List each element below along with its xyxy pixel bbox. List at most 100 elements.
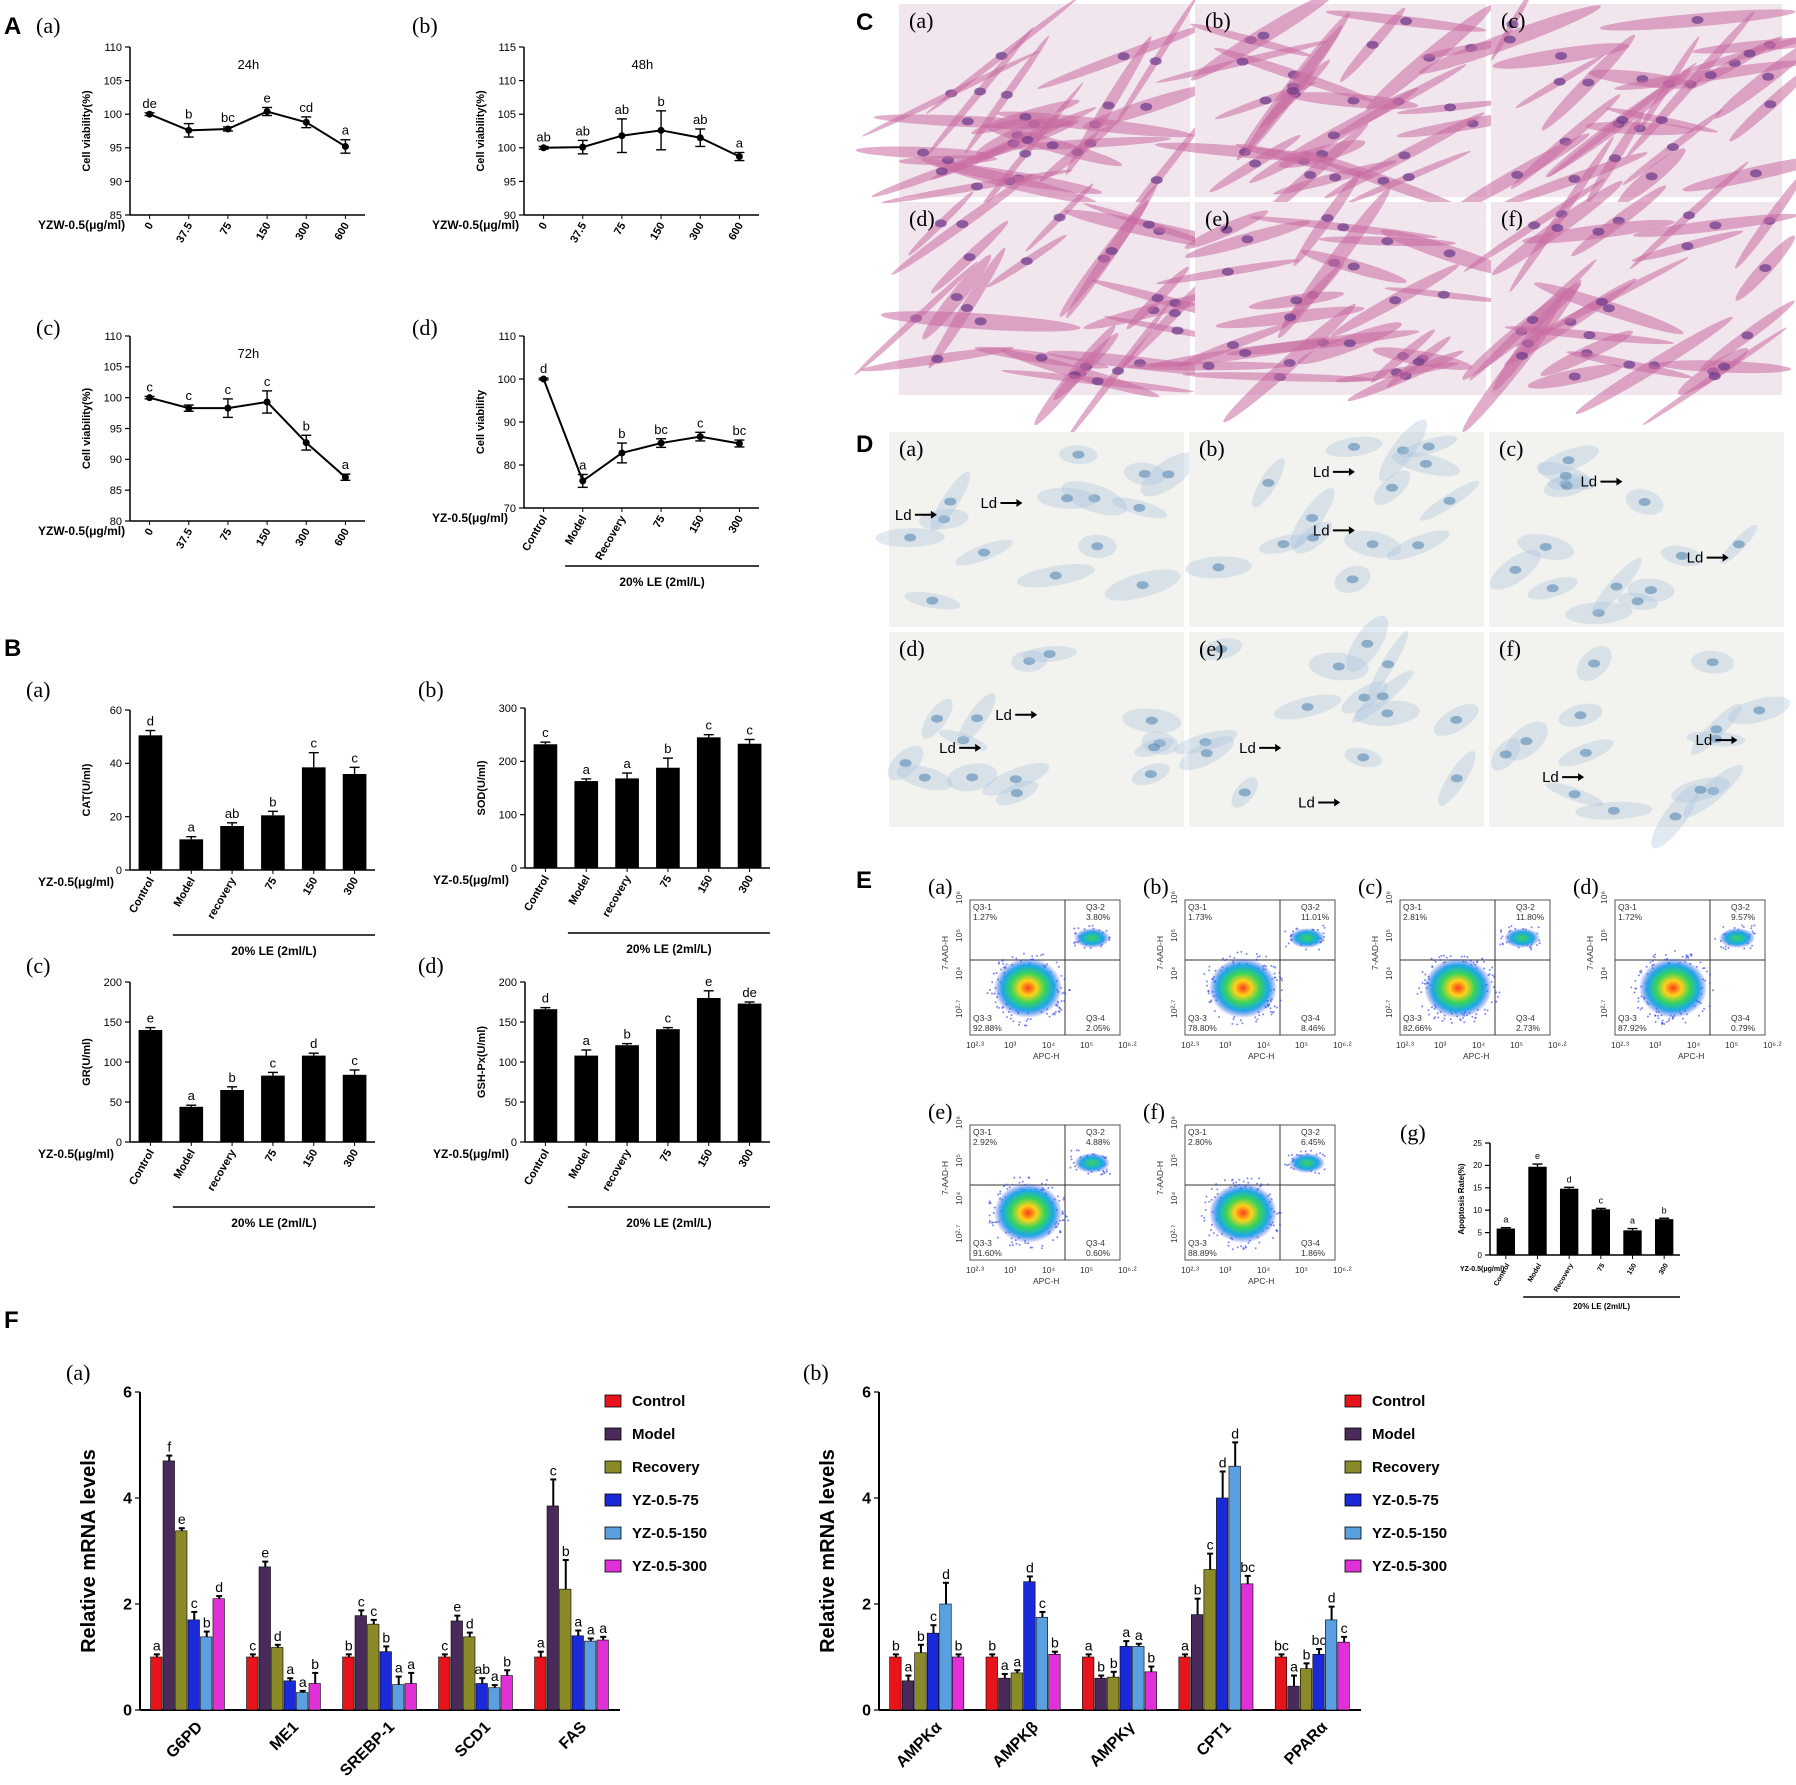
significance-letter: e: [261, 1545, 269, 1561]
event-dot: [1654, 1020, 1657, 1023]
cell-nucleus: [1551, 223, 1564, 232]
significance-letter: a: [537, 1635, 545, 1651]
significance-letter: a: [1135, 1627, 1143, 1643]
event-dot: [1491, 974, 1494, 977]
significance-letter: c: [351, 1053, 358, 1068]
event-dot: [1256, 1182, 1259, 1185]
cell-nucleus: [1706, 658, 1719, 667]
cell-nucleus: [1602, 304, 1615, 313]
cell-nucleus: [957, 736, 970, 745]
event-dot: [1011, 1243, 1014, 1246]
significance-letter: d: [542, 991, 549, 1006]
micrograph-6: (f): [1462, 136, 1796, 433]
bar-recovery: [1559, 1188, 1579, 1255]
significance-letter: ab: [615, 102, 629, 117]
cell-nucleus: [1200, 749, 1213, 758]
significance-letter: b: [892, 1637, 900, 1653]
x-tick-label: 75: [651, 514, 668, 531]
ld-arrow-head: [1334, 798, 1341, 807]
event-dot: [1013, 1176, 1016, 1179]
event-dot: [1028, 1177, 1031, 1180]
cell-nucleus: [1443, 496, 1456, 505]
event-dot: [999, 1190, 1002, 1193]
cell-nucleus: [1019, 149, 1032, 158]
significance-letter: a: [579, 457, 587, 472]
event-dot: [1275, 1006, 1278, 1009]
event-dot: [1637, 1000, 1640, 1003]
significance-letter: d: [1026, 1559, 1034, 1575]
y-tick-label: 20: [1473, 1161, 1482, 1170]
group-bracket-label: 20% LE (2ml/L): [1573, 1302, 1630, 1311]
event-dot: [1443, 1017, 1446, 1020]
cell-nucleus: [1277, 540, 1290, 549]
event-dot: [1026, 1018, 1029, 1021]
flow-plot-label: (b): [1143, 874, 1169, 899]
bar-yz-0.5-75: [1119, 1646, 1132, 1711]
x-prefix-label: YZ-0.5(μg/ml): [433, 873, 509, 887]
event-dot: [1476, 960, 1479, 963]
event-dot: [988, 1219, 991, 1222]
y-tick-label: 2: [862, 1597, 871, 1614]
cell-nucleus: [1149, 57, 1162, 66]
significance-letter: a: [587, 1621, 595, 1637]
event-dot: [1530, 926, 1533, 929]
significance-letter: a: [342, 457, 350, 472]
cell-nucleus: [1381, 237, 1394, 246]
event-dot: [1495, 1000, 1498, 1003]
x-tick-label: 300: [737, 874, 757, 896]
bar-recovery: [271, 1647, 284, 1711]
event-dot: [1433, 1017, 1436, 1020]
event-dot: [1235, 1023, 1238, 1026]
cell-nucleus: [1764, 100, 1777, 109]
event-dot: [1634, 979, 1637, 982]
density-cluster-late: [1074, 1153, 1110, 1173]
bar-control: [985, 1656, 998, 1711]
quadrant-name: Q3-3: [1618, 1013, 1637, 1023]
flow-y-tick: 10⁵: [954, 1154, 964, 1167]
chart-a-c: (c) 72h 80 85 90 95 100 105 110 Cell viability(%)…: [36, 315, 365, 551]
event-dot: [1031, 955, 1034, 958]
micrograph-2: (b): [1155, 0, 1549, 227]
quadrant-value: 2.92%: [973, 1137, 998, 1147]
significance-letter: c: [706, 718, 713, 733]
event-dot: [1488, 973, 1491, 976]
y-tick-label: 5: [1478, 1228, 1483, 1237]
event-dot: [1751, 944, 1754, 947]
event-dot: [1269, 1007, 1272, 1010]
event-dot: [1438, 956, 1441, 959]
flow-y-tick: 10²·⁷: [1169, 1225, 1179, 1243]
bar-yz-0.5-75: [1023, 1581, 1036, 1711]
event-dot: [1498, 991, 1501, 994]
y-tick-label: 85: [110, 210, 122, 222]
cell-nucleus: [1140, 102, 1153, 111]
significance-letter: c: [1341, 1620, 1348, 1636]
x-prefix-label: YZW-0.5(μg/ml): [38, 218, 125, 232]
event-dot: [1236, 1246, 1239, 1249]
quadrant-name: Q3-1: [1188, 902, 1207, 912]
x-tick-label: 150: [696, 1148, 716, 1170]
density-cluster-main: [1209, 1183, 1277, 1243]
flow-x-tick: 10⁴: [1042, 1040, 1055, 1050]
cell-nucleus: [1443, 249, 1456, 258]
x-tick-label: 150: [254, 527, 274, 549]
cell-nucleus: [935, 167, 948, 176]
event-dot: [1010, 1014, 1013, 1017]
event-dot: [1068, 988, 1071, 991]
event-dot: [1483, 1008, 1486, 1011]
event-dot: [1310, 1149, 1313, 1152]
significance-letter: de: [142, 96, 156, 111]
significance-letter: b: [228, 1070, 235, 1085]
x-tick-label: 0: [143, 221, 156, 232]
micrograph-label: (c): [1501, 8, 1525, 33]
flow-y-tick: 10²·⁷: [1599, 1000, 1609, 1018]
flow-y-axis-label: 7-AAD-H: [1585, 936, 1595, 970]
micrograph-3: (c): [1418, 0, 1796, 217]
y-tick-label: 50: [110, 1097, 122, 1109]
event-dot: [1724, 948, 1727, 951]
cell-nucleus: [1138, 469, 1151, 478]
y-axis-label: SOD(U/ml): [476, 760, 488, 815]
event-dot: [1285, 945, 1288, 948]
event-dot: [1664, 953, 1667, 956]
event-dot: [1245, 952, 1248, 955]
event-dot: [1323, 1168, 1326, 1171]
